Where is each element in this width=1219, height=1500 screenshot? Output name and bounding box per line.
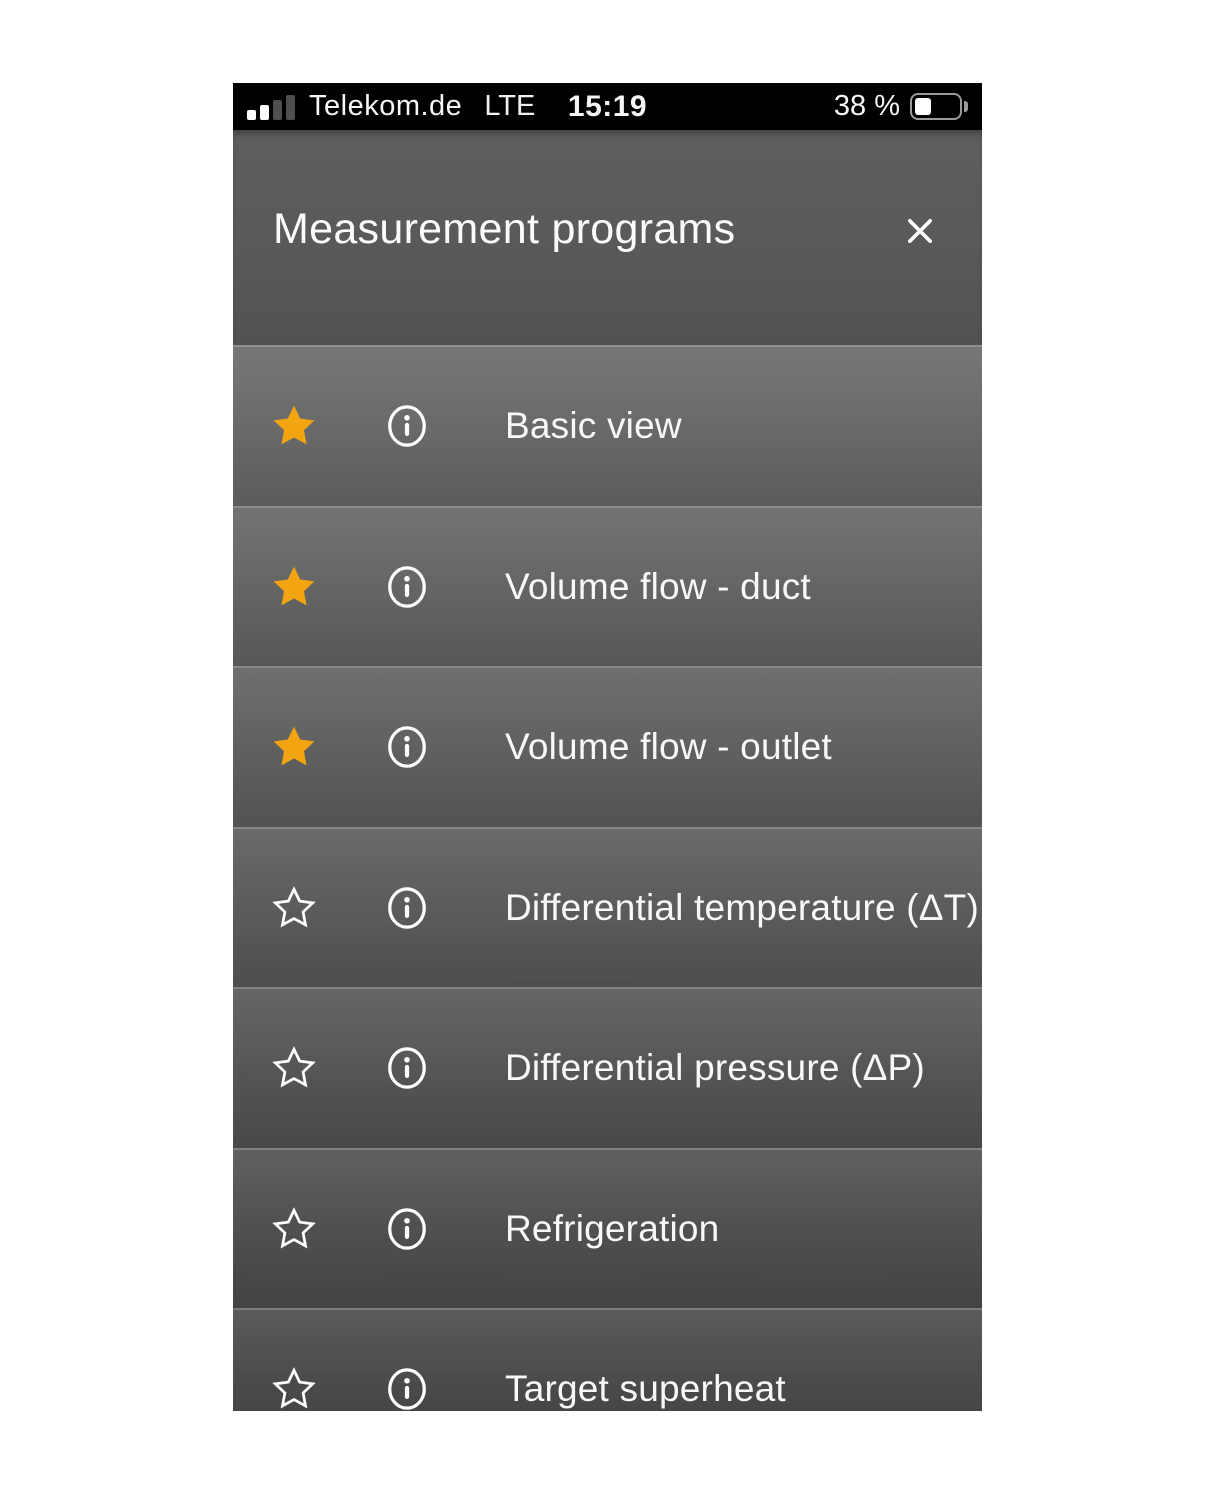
info-icon[interactable]	[383, 1310, 431, 1411]
close-icon	[902, 213, 938, 252]
info-icon[interactable]	[383, 1150, 431, 1309]
carrier-label: Telekom.de	[309, 90, 463, 122]
info-icon[interactable]	[383, 668, 431, 827]
list-item[interactable]: Volume flow - outlet	[233, 666, 982, 827]
info-icon[interactable]	[383, 347, 431, 506]
signal-strength-icon	[247, 95, 295, 120]
list-item[interactable]: Volume flow - duct	[233, 505, 982, 667]
list-item[interactable]: Differential temperature (ΔT)	[233, 826, 982, 988]
program-list: Basic view Volume flow - duct	[233, 345, 982, 1411]
page-title: Measurement programs	[273, 205, 736, 253]
header: Measurement programs	[233, 130, 982, 345]
close-button[interactable]	[898, 210, 942, 254]
favorite-star-icon[interactable]	[269, 347, 319, 506]
list-item[interactable]: Differential pressure (ΔP)	[233, 987, 982, 1148]
clock-label: 15:19	[567, 89, 648, 123]
program-label: Volume flow - outlet	[505, 726, 832, 768]
list-item[interactable]: Refrigeration	[233, 1147, 982, 1309]
battery-percent-label: 38 %	[833, 90, 900, 122]
favorite-star-icon[interactable]	[269, 508, 319, 667]
program-label: Target superheat	[505, 1368, 786, 1410]
favorite-star-icon[interactable]	[269, 829, 319, 988]
network-type-label: LTE	[484, 90, 536, 122]
list-item[interactable]: Basic view	[233, 345, 982, 506]
info-icon[interactable]	[383, 829, 431, 988]
info-icon[interactable]	[383, 508, 431, 667]
program-label: Differential temperature (ΔT)	[505, 886, 979, 928]
program-label: Refrigeration	[505, 1207, 720, 1249]
program-label: Differential pressure (ΔP)	[505, 1047, 925, 1089]
program-label: Volume flow - duct	[505, 565, 811, 607]
battery-fill	[915, 98, 931, 115]
favorite-star-icon[interactable]	[269, 668, 319, 827]
list-item[interactable]: Target superheat	[233, 1308, 982, 1411]
battery-icon	[910, 93, 968, 120]
status-bar: Telekom.de LTE 15:19 38 %	[233, 83, 982, 130]
favorite-star-icon[interactable]	[269, 989, 319, 1148]
program-label: Basic view	[505, 405, 682, 447]
favorite-star-icon[interactable]	[269, 1150, 319, 1309]
info-icon[interactable]	[383, 989, 431, 1148]
phone-screen: Telekom.de LTE 15:19 38 % Measurement pr…	[233, 83, 982, 1411]
favorite-star-icon[interactable]	[269, 1310, 319, 1411]
